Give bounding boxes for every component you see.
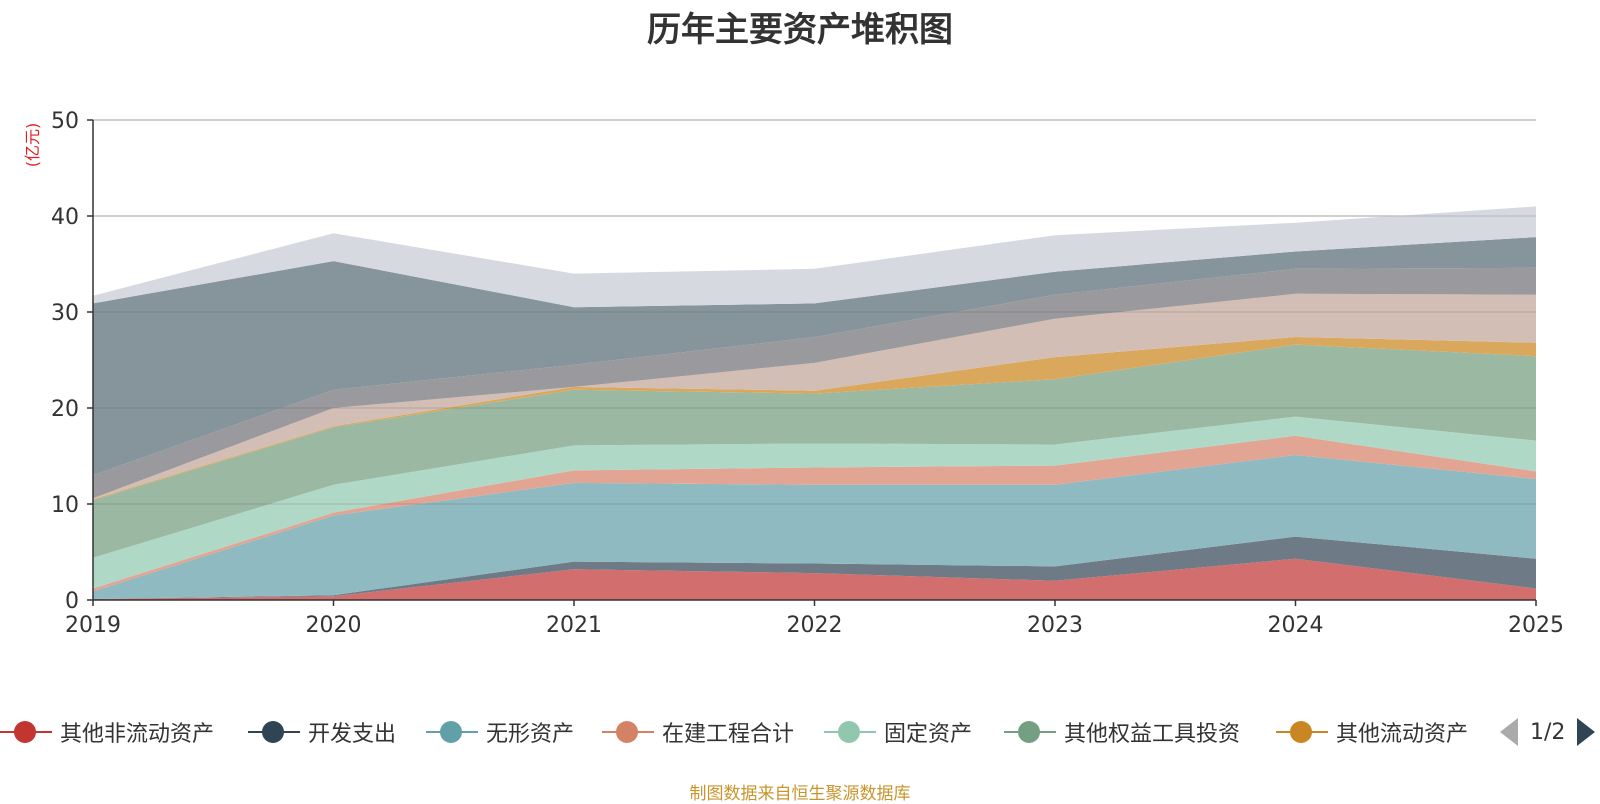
area-series[interactable] — [93, 344, 1536, 558]
x-tick-label: 2019 — [65, 613, 121, 638]
x-tick-label: 2025 — [1508, 613, 1564, 638]
area-series[interactable] — [93, 416, 1536, 589]
legend-label: 其他非流动资产 — [60, 722, 215, 747]
area-series[interactable] — [93, 293, 1536, 500]
legend-marker-icon — [602, 720, 654, 744]
legend-label: 在建工程合计 — [662, 722, 795, 747]
triangle-right-icon[interactable] — [1577, 718, 1596, 746]
x-tick-label: 2020 — [306, 613, 362, 638]
legend-item[interactable]: 固定资产 — [824, 712, 972, 752]
legend-item[interactable]: 在建工程合计 — [602, 712, 794, 752]
legend-marker-icon — [1276, 720, 1328, 744]
x-tick-label: 2023 — [1027, 613, 1083, 638]
legend-label: 开发支出 — [308, 722, 397, 747]
x-tick-label: 2022 — [787, 613, 843, 638]
area-series[interactable] — [93, 267, 1536, 499]
legend-marker-icon — [426, 720, 478, 744]
legend-marker-icon — [824, 720, 876, 744]
x-tick-label: 2024 — [1268, 613, 1324, 638]
y-tick-label: 40 — [51, 205, 79, 230]
legend-label: 其他权益工具投资 — [1064, 722, 1241, 747]
pager-text: 1/2 — [1530, 719, 1566, 745]
legend-marker-icon — [0, 720, 52, 744]
chart-title: 历年主要资产堆积图 — [647, 10, 953, 50]
legend-item[interactable]: 其他非流动资产 — [0, 712, 214, 752]
y-axis-unit-label: (亿元) — [23, 123, 42, 168]
area-series[interactable] — [93, 558, 1536, 600]
source-note: 制图数据来自恒生聚源数据库 — [689, 784, 911, 804]
legend-label: 固定资产 — [884, 722, 973, 747]
y-tick-label: 20 — [51, 397, 79, 422]
legend-item[interactable]: 其他流动资产 — [1276, 712, 1468, 752]
y-tick-label: 30 — [51, 301, 79, 326]
area-series[interactable] — [93, 455, 1536, 599]
area-series[interactable] — [93, 237, 1536, 476]
legend-marker-icon — [248, 720, 300, 744]
y-tick-label: 0 — [65, 589, 79, 614]
legend-marker-icon — [1004, 720, 1056, 744]
x-tick-label: 2021 — [546, 613, 602, 638]
legend-item[interactable]: 其他权益工具投资 — [1004, 712, 1240, 752]
triangle-left-icon[interactable] — [1500, 718, 1518, 746]
y-tick-label: 10 — [51, 493, 79, 518]
legend-item[interactable]: 开发支出 — [248, 712, 396, 752]
legend-label: 无形资产 — [486, 722, 575, 747]
y-tick-label: 50 — [51, 109, 79, 134]
legend: 其他非流动资产 开发支出 无形资产 在建工程合计 固定资产 其他权益工具投资 — [0, 712, 1600, 752]
legend-pager: 1/2 — [1500, 712, 1596, 752]
legend-label: 其他流动资产 — [1336, 722, 1469, 747]
area-series[interactable] — [93, 337, 1536, 501]
chart-plot: 0 10 20 30 40 50 2019 2020 2021 2022 2023 2024 2025 (… — [23, 109, 1564, 638]
area-series[interactable] — [93, 435, 1536, 592]
area-series[interactable] — [93, 536, 1536, 599]
legend-item[interactable]: 无形资产 — [426, 712, 574, 752]
area-series[interactable] — [93, 206, 1536, 308]
